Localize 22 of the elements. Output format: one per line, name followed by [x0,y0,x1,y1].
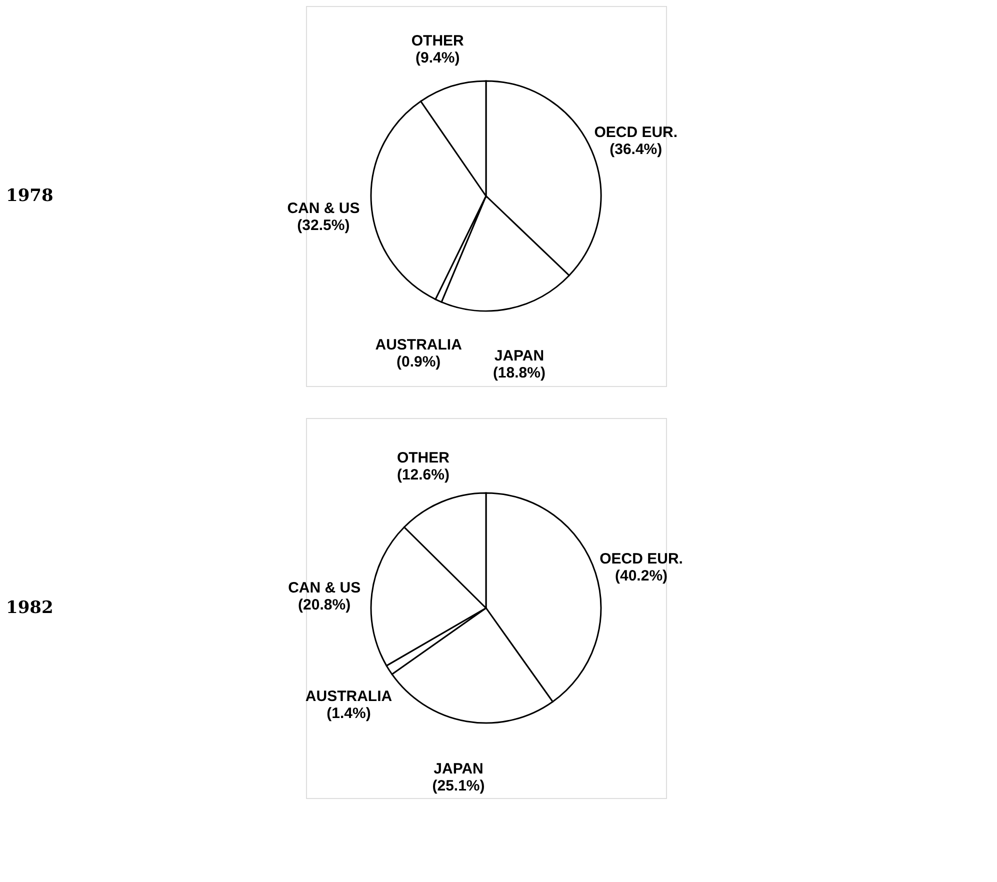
data-label: (0.9%) [396,353,441,370]
data-label: (40.2%) [615,567,668,584]
data-label: (20.8%) [298,596,351,614]
slice-label: CAN & US [287,200,360,218]
slice-label: AUSTRALIA [305,688,392,705]
text: 1982 [6,598,54,618]
slice-label: OTHER [396,450,450,467]
data-label: (1.4%) [326,704,371,722]
slice-label: OECD EUR. [600,550,683,568]
slice-label: CAN & US [288,579,361,596]
slice-label: OTHER [411,32,464,50]
data-label: (36.4%) [610,140,662,158]
data-label: (32.5%) [297,217,350,234]
text: 1978 [6,186,54,206]
slice-label: OECD EUR. [594,124,678,141]
slice-label: JAPAN [434,760,484,778]
slice-label: AUSTRALIA [375,336,462,354]
data-label: (18.8%) [492,364,546,382]
slice-label: JAPAN [494,348,544,365]
data-label: (9.4%) [416,49,460,66]
data-label: (25.1%) [432,778,485,795]
data-label: (12.6%) [396,466,450,484]
